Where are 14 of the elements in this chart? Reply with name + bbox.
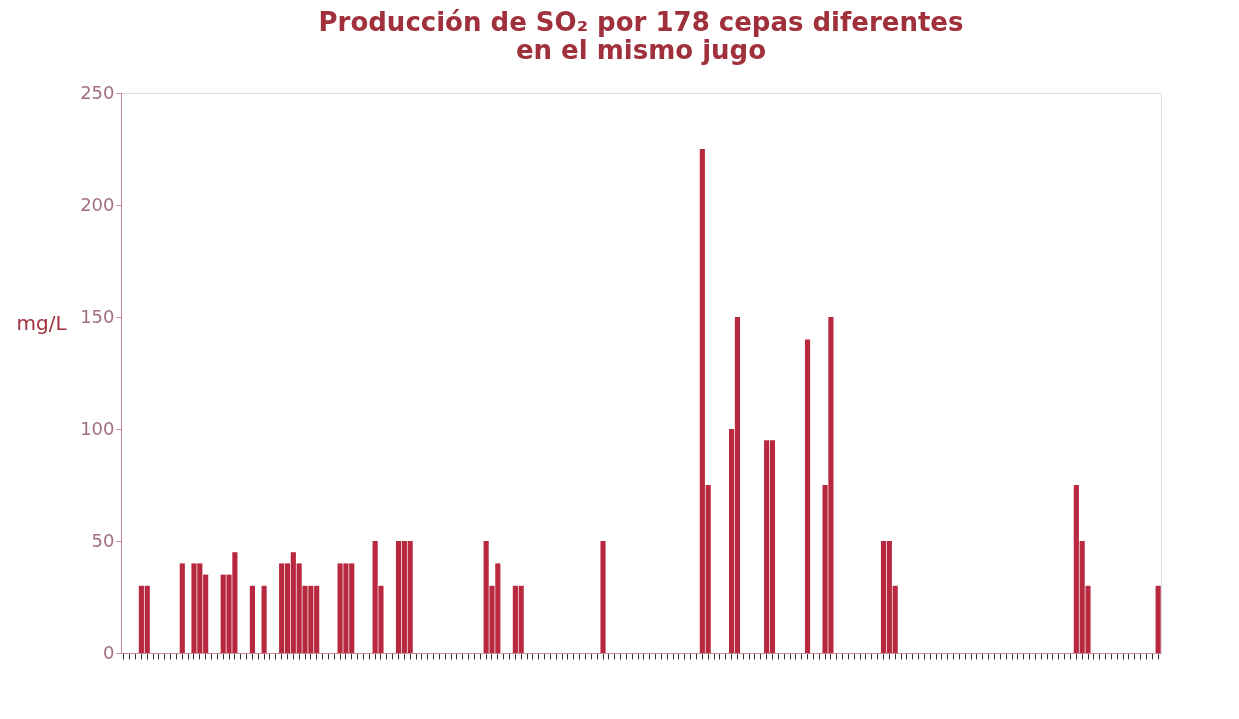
chart-title: Producción de SO₂ por 178 cepas diferentes en el mismo jugo [318,7,964,65]
y-tick-label: 250 [80,81,115,103]
bar [179,563,185,653]
y-tick-label: 200 [80,193,115,215]
bar [261,585,267,653]
y-tick-label: 50 [91,529,115,551]
y-axis-title: mg/L [16,310,68,335]
y-tick-label: 100 [80,417,115,439]
bar [600,541,606,653]
y-tick-label: 0 [103,641,115,663]
bar [1155,585,1161,653]
bar [804,339,811,653]
bar [249,585,255,653]
y-tick-label: 150 [80,305,115,327]
